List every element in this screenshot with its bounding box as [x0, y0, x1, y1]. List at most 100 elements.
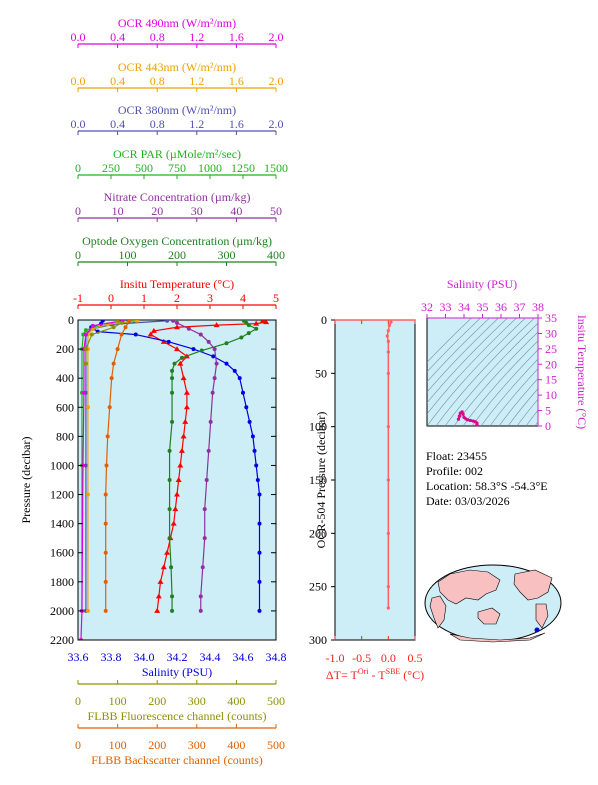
data-point [239, 335, 244, 340]
tick-label: -1 [73, 291, 83, 305]
ts-temperature-label: Insitu Temperature (°C) [575, 315, 589, 429]
data-point [155, 593, 162, 599]
data-point [210, 390, 215, 395]
data-point [119, 332, 124, 337]
tick-label: 1250 [231, 161, 255, 175]
tick-label: 34.6 [233, 650, 254, 664]
data-point [109, 376, 114, 381]
data-point [386, 350, 390, 354]
data-point [170, 376, 175, 381]
data-point [202, 507, 207, 512]
data-point [224, 341, 229, 346]
data-point [90, 323, 95, 328]
data-point [386, 606, 390, 610]
isoline [427, 318, 490, 383]
main-series-group [78, 320, 270, 640]
data-point [83, 332, 88, 337]
data-point [85, 492, 90, 497]
data-point [174, 324, 180, 330]
data-point [174, 346, 180, 352]
isoline [453, 331, 538, 426]
axis-title: OCR 443nm (W/m²/nm) [118, 60, 236, 74]
map-land-africa [429, 595, 447, 629]
world-map [424, 564, 562, 643]
tick-label: 600 [56, 400, 74, 414]
data-point [212, 347, 217, 352]
tick-label: 0.4 [110, 30, 125, 44]
data-point [172, 506, 179, 512]
tick-label: 500 [267, 694, 285, 708]
data-point [253, 320, 260, 326]
tick-label: 2000 [50, 604, 74, 618]
tick-label: 100 [309, 420, 327, 434]
data-point [182, 418, 189, 424]
data-point [170, 520, 177, 526]
data-point [180, 375, 187, 381]
tick-label: 150 [309, 473, 327, 487]
data-point [133, 332, 138, 337]
location: Location: 58.3°S -54.3°E [426, 479, 548, 493]
data-point [103, 521, 108, 526]
data-point [237, 376, 242, 381]
data-point [154, 607, 161, 613]
tick-label: 25 [545, 342, 557, 356]
data-point [386, 371, 390, 375]
tick-label: 1800 [50, 575, 74, 589]
tick-label: 300 [218, 248, 236, 262]
data-point [386, 478, 390, 482]
tick-label: 0.4 [110, 74, 125, 88]
tick-label: 200 [309, 526, 327, 540]
tick-label: 2 [174, 291, 180, 305]
data-point [213, 322, 220, 328]
top-axis-ocr443: 0.0 0.4 0.8 1.2 1.6 2.0 OCR 443nm (W/m²/nm) [71, 60, 284, 92]
tick-label: 10 [545, 388, 557, 402]
series-oxygen [167, 320, 259, 613]
tick-label: 15 [545, 373, 557, 387]
data-point [85, 608, 90, 613]
series-fluorescence [83, 320, 124, 366]
data-point [170, 368, 175, 373]
data-point [214, 361, 219, 366]
isoline [516, 398, 538, 426]
tick-label: 0 [75, 694, 81, 708]
data-point [199, 348, 204, 353]
series-ocr490 [78, 320, 125, 640]
tick-label: 35 [477, 300, 489, 314]
tick-label: 0 [321, 313, 327, 327]
data-point [200, 565, 205, 570]
tick-label: 1000 [50, 458, 74, 472]
tick-label: 36 [495, 300, 507, 314]
isoline [489, 368, 538, 426]
data-point [167, 507, 172, 512]
tick-label: 100 [109, 738, 127, 752]
data-point [386, 329, 390, 333]
series-nitrate [171, 320, 219, 613]
series-line [105, 320, 130, 611]
tick-label: 1 [141, 291, 147, 305]
data-point [175, 320, 179, 325]
data-point [170, 608, 175, 613]
data-point [259, 320, 266, 323]
tick-label: -1.0 [326, 651, 345, 665]
data-point [105, 434, 110, 439]
tick-label: 0.0 [71, 117, 86, 131]
data-point [232, 368, 237, 373]
data-point [241, 390, 245, 395]
tick-label: 250 [309, 580, 327, 594]
data-point [179, 355, 184, 360]
tick-label: 34 [458, 300, 470, 314]
tick-label: 400 [227, 694, 245, 708]
data-point [123, 325, 128, 330]
tick-label: 0.4 [110, 117, 125, 131]
data-point [175, 477, 182, 482]
tick-label: 5 [545, 404, 551, 418]
isoline [435, 318, 535, 426]
tick-label: 1400 [50, 517, 74, 531]
data-point [174, 491, 180, 497]
data-point [160, 564, 167, 570]
data-point [170, 419, 175, 424]
tick-label: 300 [188, 694, 206, 708]
